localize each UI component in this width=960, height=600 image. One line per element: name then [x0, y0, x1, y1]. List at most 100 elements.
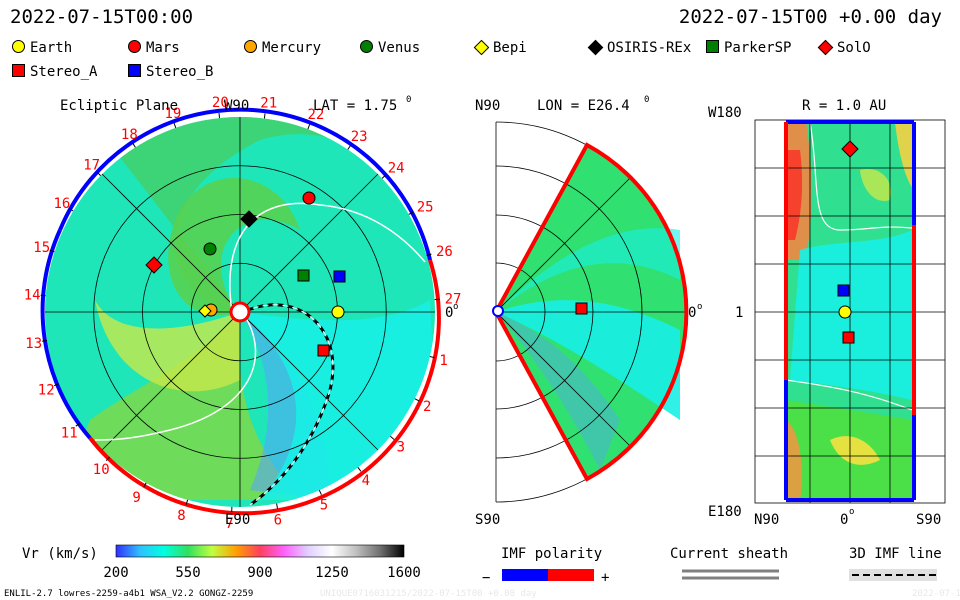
legend-symbol-circle	[128, 40, 141, 53]
carrington-tick-label: 2	[423, 399, 431, 415]
carrington-tick-mark	[218, 113, 220, 119]
carrington-tick-label: 21	[260, 96, 277, 112]
carrington-tick-mark	[357, 466, 362, 472]
legend-item-parkersp: ParkerSP	[706, 40, 791, 56]
legend-label: Mars	[146, 40, 180, 56]
carrington-tick-mark	[426, 253, 432, 256]
carrington-tick-label: 22	[308, 107, 325, 123]
stereo-a-radial-marker	[842, 331, 855, 344]
solo-marker	[145, 256, 163, 274]
carrington-tick-mark	[42, 340, 48, 342]
carrington-tick-label: 9	[132, 490, 140, 506]
earth-radial-marker	[838, 305, 852, 319]
stereo-b-marker	[333, 270, 346, 283]
legend-item-osiris-rex: OSIRIS-REx	[587, 39, 692, 56]
osiris-rex-marker	[240, 210, 258, 228]
ecliptic-lat-label: LAT = 1.75	[313, 98, 397, 114]
carrington-tick-mark	[105, 456, 110, 462]
radial-sheath-line	[809, 121, 913, 231]
carrington-tick-label: 18	[121, 127, 138, 143]
legend-item-mars: Mars	[128, 40, 180, 56]
meridional-lon-label: LON = E26.4	[537, 98, 630, 114]
legend-symbol-square	[128, 64, 141, 77]
imf-label: IMF polarity	[501, 546, 602, 562]
carrington-tick-mark	[389, 435, 395, 440]
legend-item-stereo-a: Stereo_A	[12, 64, 97, 80]
legend-label: SolO	[837, 40, 871, 56]
run-time-left: 2022-07-15T00:00	[10, 6, 194, 28]
carrington-tick-label: 17	[83, 157, 100, 173]
carrington-tick-label: 6	[274, 512, 282, 528]
legend-item-bepi: Bepi	[473, 39, 527, 56]
carrington-tick-mark	[318, 489, 322, 495]
meridional-right-label: 0	[688, 305, 696, 321]
svg-text:o: o	[849, 507, 854, 517]
meridional-degree-mark: 0	[644, 95, 649, 105]
legend-item-earth: Earth	[12, 40, 72, 56]
legend-label: ParkerSP	[724, 40, 792, 56]
carrington-tick-mark	[414, 398, 420, 402]
imf-positive-swatch	[548, 569, 594, 581]
radial-bottom-label: E180	[708, 504, 742, 520]
legend-symbol-circle	[360, 40, 373, 53]
colorbar-gradient	[115, 544, 405, 558]
ecliptic-top-label: W90	[224, 98, 249, 114]
legend-symbol-circle	[244, 40, 257, 53]
carrington-tick-mark	[185, 499, 189, 505]
legend-label: Stereo_B	[146, 64, 214, 80]
colorbar-tick-label: 200	[103, 565, 128, 581]
carrington-tick-label: 26	[436, 244, 453, 260]
footer-right: UNIQUE0716031215/2022-07-15T00 +0.00 day	[320, 589, 537, 599]
mars-marker	[302, 191, 316, 205]
legend-item-mercury: Mercury	[244, 40, 321, 56]
legend-label: OSIRIS-REx	[607, 40, 692, 56]
legend-label: Mercury	[262, 40, 322, 56]
ecliptic-rim-positive	[88, 259, 441, 516]
colorbar-tick-label: 1250	[315, 565, 349, 581]
carrington-tick-label: 8	[177, 508, 185, 524]
imf-polarity-key: IMF polarity − +	[482, 546, 609, 586]
carrington-tick-label: 1	[439, 353, 447, 369]
legend-label: Stereo_A	[30, 64, 98, 80]
legend-symbol-square	[12, 64, 25, 77]
carrington-tick-mark	[173, 123, 177, 129]
stereo-b-radial-marker	[837, 284, 850, 297]
carrington-tick-label: 15	[33, 240, 50, 256]
carrington-tick-label: 4	[362, 473, 370, 489]
carrington-tick-label: 20	[212, 95, 229, 111]
stereo-a-marker	[317, 344, 330, 357]
legend-symbol-square	[706, 40, 719, 53]
carrington-tick-label: 11	[61, 426, 78, 442]
carrington-tick-mark	[408, 211, 414, 215]
colorbar-tick-label: 550	[175, 565, 200, 581]
parkersp-marker	[297, 269, 310, 282]
ecliptic-right-label: 0	[445, 305, 453, 321]
carrington-tick-label: 7	[225, 516, 233, 532]
current-sheath-key: Current sheath	[670, 546, 788, 581]
footer-faint: 2022-07-15	[912, 589, 960, 599]
carrington-tick-mark	[53, 383, 59, 387]
carrington-tick-mark	[96, 171, 101, 176]
legend-item-stereo-b: Stereo_B	[128, 64, 213, 80]
carrington-tick-label: 3	[397, 440, 405, 456]
carrington-tick-label: 24	[388, 161, 405, 177]
sheath-label: Current sheath	[670, 546, 788, 562]
carrington-tick-mark	[132, 142, 136, 148]
imf-negative-swatch	[502, 569, 548, 581]
carrington-tick-mark	[49, 249, 55, 253]
colorbar-tick-label: 1600	[387, 565, 421, 581]
ecliptic-title: Ecliptic Plane	[60, 98, 178, 114]
legend-symbol-circle	[12, 40, 25, 53]
carrington-tick-label: 5	[320, 498, 328, 514]
legend-item-solo: SolO	[817, 39, 871, 56]
radial-mid-label: 1	[735, 305, 743, 321]
carrington-tick-label: 19	[165, 106, 182, 122]
meridional-bottom-label: S90	[475, 512, 500, 528]
carrington-tick-label: 23	[351, 129, 368, 145]
current-sheath-line-2	[94, 317, 257, 441]
ecliptic-rim-negative	[58, 107, 432, 261]
carrington-tick-mark	[381, 174, 387, 179]
carrington-tick-mark	[307, 124, 311, 130]
carrington-tick-label: 12	[38, 383, 55, 399]
